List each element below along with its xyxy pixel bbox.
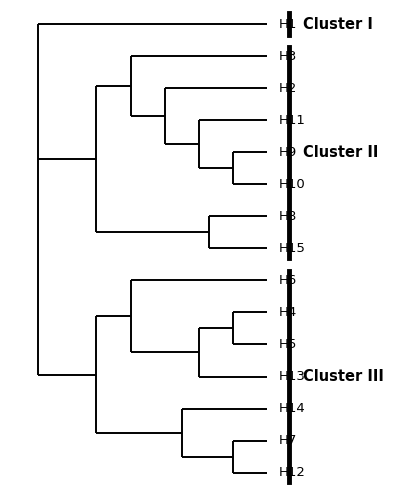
Text: H3: H3: [279, 50, 297, 62]
Text: H2: H2: [279, 82, 297, 95]
Text: Cluster I: Cluster I: [303, 16, 373, 32]
Text: H13: H13: [279, 370, 306, 383]
Text: H14: H14: [279, 402, 306, 415]
Text: H9: H9: [279, 146, 297, 159]
Text: H12: H12: [279, 466, 306, 479]
Text: H8: H8: [279, 210, 297, 223]
Text: H5: H5: [279, 338, 297, 351]
Text: H1: H1: [279, 18, 297, 30]
Text: H11: H11: [279, 114, 306, 127]
Text: H10: H10: [279, 178, 306, 191]
Text: H7: H7: [279, 434, 297, 447]
Text: H6: H6: [279, 274, 297, 287]
Text: Cluster II: Cluster II: [303, 145, 379, 160]
Text: H4: H4: [279, 306, 297, 319]
Text: Cluster III: Cluster III: [303, 369, 384, 384]
Text: H15: H15: [279, 242, 306, 255]
